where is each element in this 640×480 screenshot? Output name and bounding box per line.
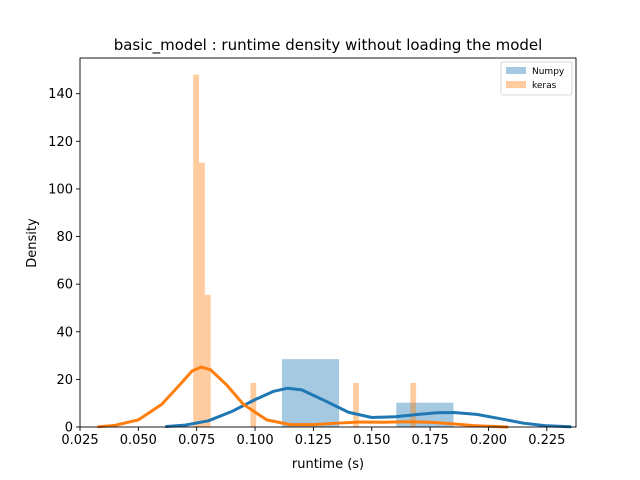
y-tick-label: 60: [56, 278, 73, 293]
x-tick-label: 0.200: [470, 433, 507, 448]
x-tick-label: 0.100: [236, 433, 273, 448]
legend-swatch-numpy: [506, 67, 526, 74]
y-tick-label: 140: [48, 87, 73, 102]
y-tick-label: 120: [48, 135, 73, 150]
chart-title: basic_model : runtime density without lo…: [114, 36, 543, 55]
keras-hist-bar: [410, 382, 417, 427]
legend-label-keras: keras: [532, 81, 557, 91]
x-tick-label: 0.125: [295, 433, 332, 448]
y-tick-label: 40: [56, 325, 73, 340]
x-tick-label: 0.075: [178, 433, 215, 448]
keras-hist-bar: [204, 294, 211, 427]
x-tick-label: 0.225: [528, 433, 565, 448]
legend-swatch-keras: [506, 81, 526, 88]
x-tick-label: 0.025: [61, 433, 98, 448]
numpy-kde-line: [164, 386, 572, 429]
y-tick-label: 100: [48, 182, 73, 197]
keras-hist-bar: [199, 162, 205, 427]
y-tick-label: 20: [56, 373, 73, 388]
y-axis-label: Density: [25, 218, 40, 268]
keras-hist-bar: [353, 382, 359, 427]
x-axis-label: runtime (s): [292, 457, 364, 472]
legend-label-numpy: Numpy: [532, 67, 565, 77]
plot-frame: [79, 57, 577, 428]
keras-hist-bar: [250, 382, 257, 427]
y-tick-label: 80: [56, 230, 73, 245]
x-tick-label: 0.150: [353, 433, 390, 448]
keras-hist-bar: [193, 74, 200, 427]
x-tick-label: 0.175: [412, 433, 449, 448]
y-tick-label: 0: [65, 421, 73, 436]
keras-kde-line: [97, 365, 509, 429]
x-tick-label: 0.050: [120, 433, 157, 448]
legend-box: [500, 61, 573, 96]
